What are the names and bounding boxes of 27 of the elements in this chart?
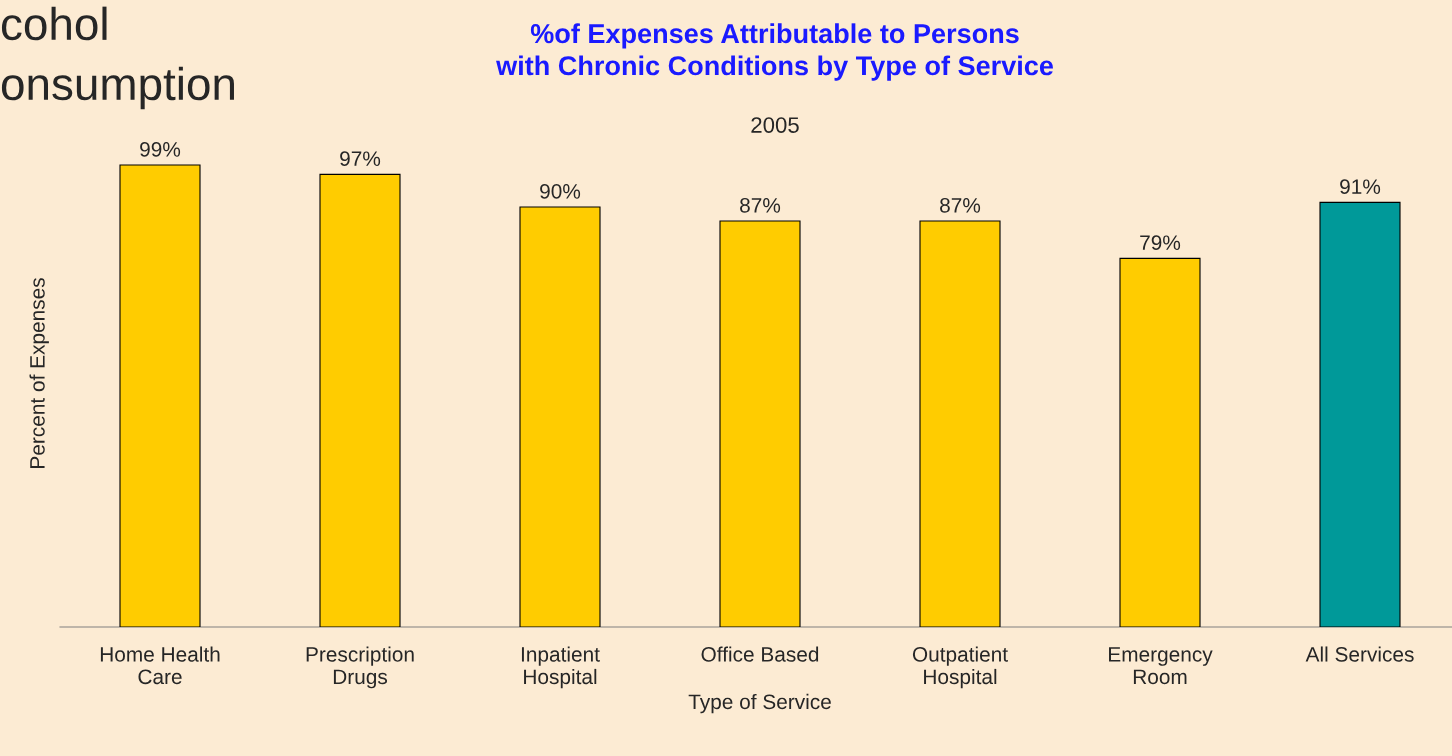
data-label: 97% (340, 151, 381, 167)
data-label: 99% (140, 141, 181, 157)
bar (119, 164, 201, 627)
bar (1319, 201, 1401, 627)
x-tick-label: Outpatient Hospital (912, 646, 1008, 689)
bar (519, 206, 601, 627)
x-tick-label: Office Based (701, 646, 819, 662)
text: onsumption (1, 66, 234, 110)
x-tick-label: Emergency Room (1109, 647, 1213, 685)
x-tick-label: Prescription Drugs (306, 646, 414, 689)
bar (719, 220, 801, 627)
text: cohol (1, 6, 107, 41)
bar (919, 220, 1001, 627)
x-tick-label: All Services (1305, 646, 1414, 662)
data-label: 90% (540, 183, 581, 199)
data-label: 79% (1140, 235, 1181, 251)
bar (1119, 257, 1201, 627)
data-label: 91% (1340, 179, 1381, 195)
data-label: 87% (740, 197, 781, 213)
chart-subtitle: 2005 (751, 117, 799, 133)
y-axis-title: Percent of Expenses (29, 278, 49, 468)
data-label: 87% (940, 197, 981, 213)
chart-title: %of Expenses Attributable to Persons with Chronic Conditions by Type of Service (496, 23, 1053, 81)
x-tick-label: Inpatient Hospital (521, 646, 600, 689)
bar (319, 173, 401, 627)
x-tick-label: Home Health Care (100, 646, 220, 685)
x-axis-title: Type of Service (688, 693, 831, 714)
